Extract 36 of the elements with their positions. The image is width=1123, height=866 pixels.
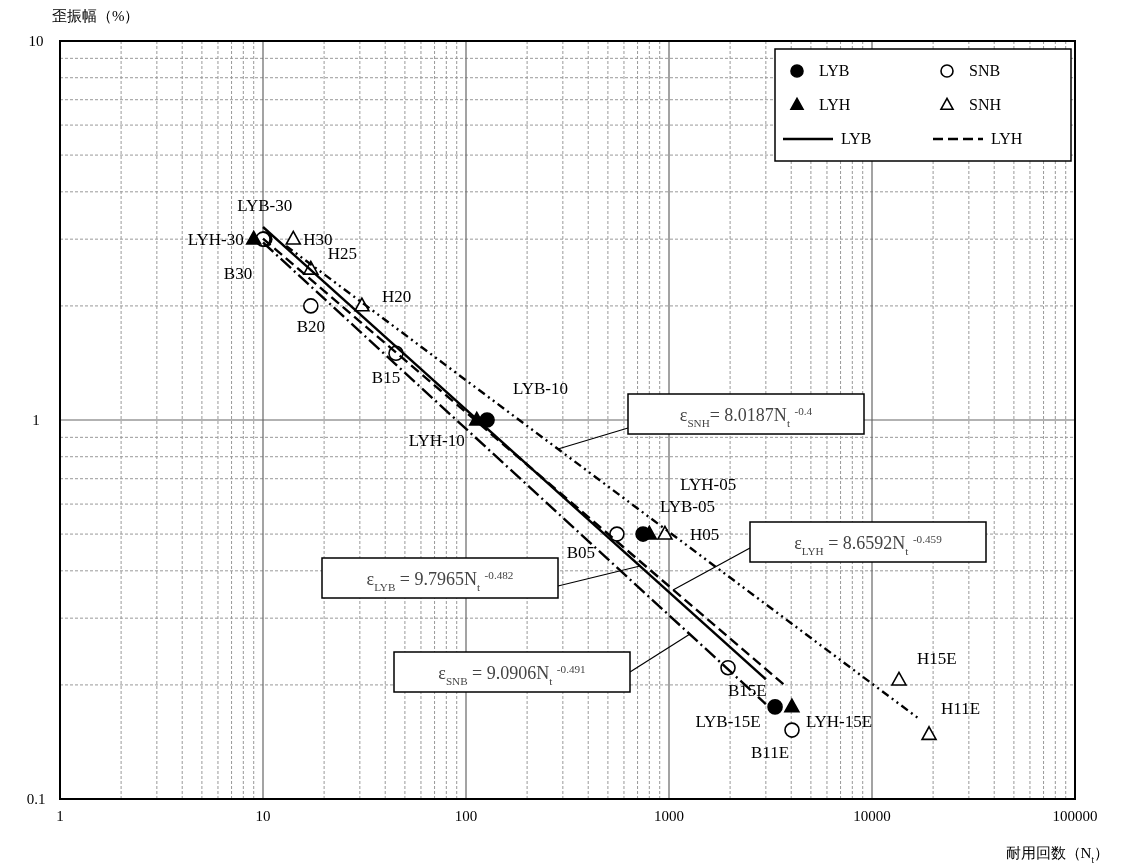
annotation: H25: [327, 244, 358, 264]
annotation: LYH-10: [408, 431, 465, 450]
y-tick-label: 1: [32, 412, 40, 428]
legend-label: LYB: [841, 130, 872, 147]
annotation: B20: [296, 316, 325, 336]
annotation: B11E: [750, 743, 790, 763]
x-tick-label: 1: [56, 808, 64, 824]
legend-label: LYH: [991, 130, 1023, 147]
annotation: LYH-05: [680, 475, 737, 495]
annotation: LYB-30: [237, 196, 293, 216]
annotation: LYH-15E: [805, 711, 873, 731]
legend-label: SNH: [969, 96, 1002, 113]
annotation: B30: [223, 264, 253, 284]
annotation: H05: [689, 525, 720, 545]
y-tick-label: 0.1: [26, 791, 46, 807]
x-tick-label: 100000: [1052, 808, 1098, 824]
annotation: B05: [566, 543, 596, 563]
y-axis-title: 歪振幅（%）: [52, 8, 140, 24]
annotation: H15E: [916, 649, 957, 669]
annotation: B15E: [728, 680, 767, 700]
annotation: LYB-15E: [695, 711, 761, 731]
annotation: B15: [371, 368, 401, 388]
legend-label: LYH: [819, 96, 851, 113]
annotation: LYB-05: [660, 497, 716, 517]
annotation: LYH-30: [187, 230, 244, 250]
legend-label: LYB: [819, 62, 850, 79]
legend-label: SNB: [969, 62, 1001, 79]
x-tick-label: 10: [255, 808, 271, 824]
annotation: H11E: [941, 699, 981, 719]
x-axis-title: 耐用回数（N$_{t}$）: [1005, 845, 1109, 865]
x-tick-label: 1000: [654, 808, 684, 824]
annotation: LYB-10: [513, 379, 569, 398]
x-tick-label: 10000: [853, 808, 891, 824]
y-tick-label: 10: [28, 33, 44, 49]
x-tick-label: 100: [454, 808, 478, 824]
annotation: H20: [381, 286, 412, 306]
